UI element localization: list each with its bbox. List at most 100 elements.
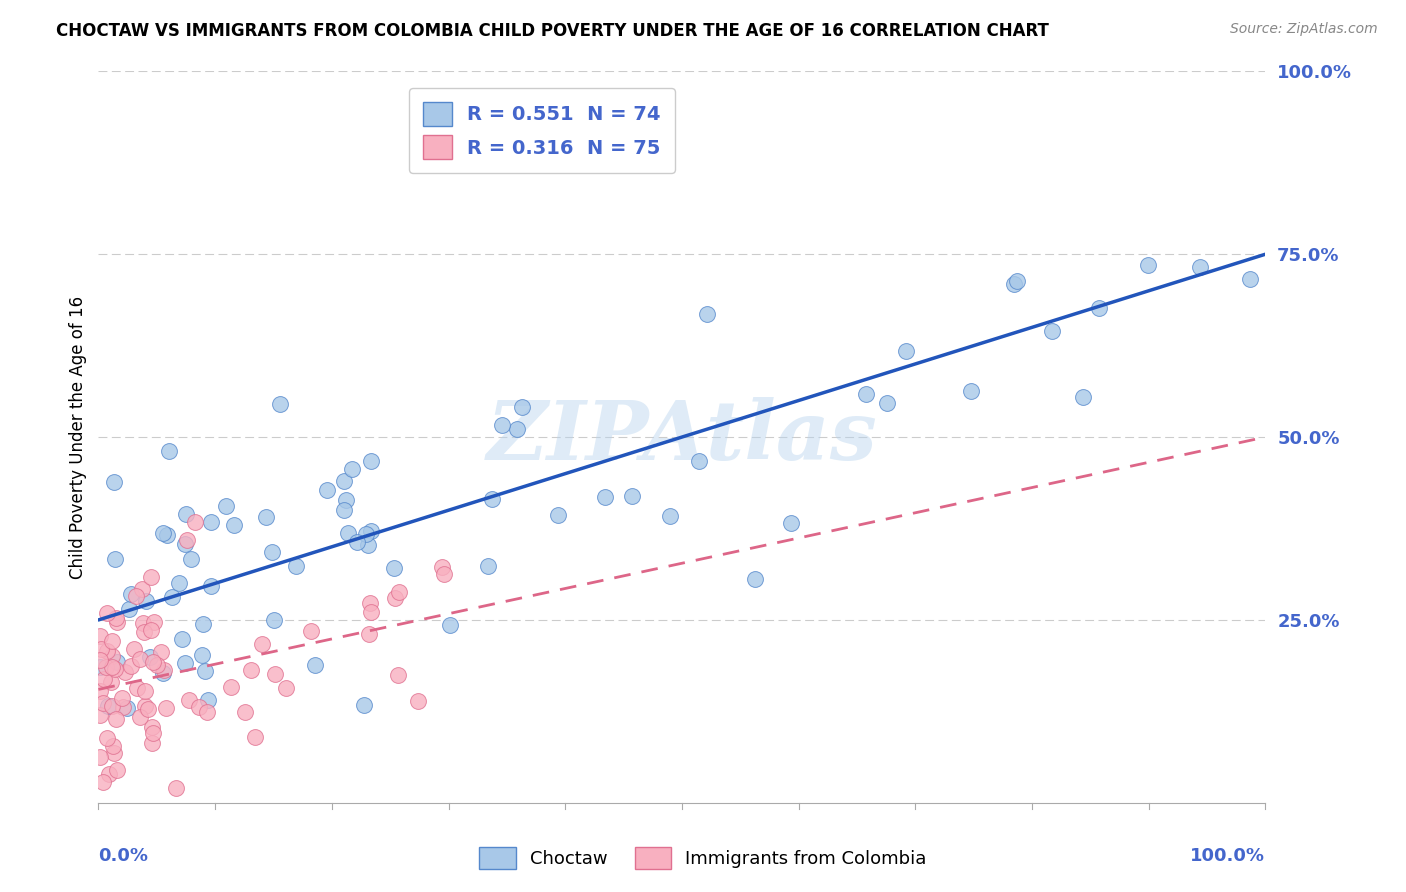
Point bbox=[103, 739, 125, 753]
Point bbox=[269, 397, 291, 411]
Point bbox=[156, 528, 179, 542]
Text: Source: ZipAtlas.com: Source: ZipAtlas.com bbox=[1230, 22, 1378, 37]
Point bbox=[103, 746, 125, 760]
Point bbox=[101, 698, 124, 713]
Point bbox=[105, 615, 128, 629]
Point bbox=[360, 524, 382, 538]
Point bbox=[250, 637, 273, 651]
Point bbox=[1137, 258, 1160, 272]
Point bbox=[174, 507, 197, 521]
Point bbox=[263, 667, 285, 681]
Point bbox=[1040, 324, 1063, 338]
Point bbox=[125, 590, 148, 604]
Point bbox=[111, 691, 134, 706]
Point bbox=[1002, 277, 1025, 292]
Point bbox=[89, 642, 111, 657]
Point bbox=[142, 725, 165, 739]
Point bbox=[135, 594, 157, 608]
Point bbox=[357, 538, 380, 552]
Point bbox=[101, 634, 124, 648]
Point bbox=[131, 582, 153, 596]
Point bbox=[89, 629, 111, 643]
Point bbox=[93, 673, 115, 687]
Point bbox=[195, 705, 218, 719]
Point bbox=[239, 663, 262, 677]
Point bbox=[197, 693, 219, 707]
Point bbox=[263, 613, 285, 627]
Point bbox=[96, 644, 118, 658]
Point bbox=[174, 537, 197, 551]
Point bbox=[346, 534, 368, 549]
Point bbox=[105, 611, 128, 625]
Point bbox=[157, 444, 180, 458]
Point bbox=[89, 749, 111, 764]
Point bbox=[1239, 272, 1261, 286]
Point bbox=[332, 502, 354, 516]
Point bbox=[139, 570, 162, 584]
Point bbox=[118, 601, 141, 615]
Point bbox=[260, 545, 283, 559]
Point bbox=[141, 720, 163, 734]
Point bbox=[139, 624, 162, 638]
Legend: R = 0.551  N = 74, R = 0.316  N = 75: R = 0.551 N = 74, R = 0.316 N = 75 bbox=[409, 88, 675, 173]
Point bbox=[167, 576, 190, 591]
Point bbox=[183, 515, 205, 529]
Point bbox=[96, 731, 118, 745]
Point bbox=[98, 766, 121, 780]
Point bbox=[194, 664, 217, 678]
Point bbox=[134, 624, 156, 639]
Point bbox=[1189, 260, 1212, 274]
Point bbox=[688, 454, 710, 468]
Point bbox=[547, 508, 569, 522]
Text: ZIPAtlas: ZIPAtlas bbox=[486, 397, 877, 477]
Point bbox=[276, 681, 298, 695]
Point bbox=[152, 663, 174, 677]
Point bbox=[855, 386, 877, 401]
Point bbox=[104, 552, 127, 566]
Point bbox=[353, 698, 375, 713]
Point bbox=[152, 526, 174, 541]
Point bbox=[136, 702, 159, 716]
Point bbox=[481, 491, 503, 506]
Point bbox=[91, 775, 114, 789]
Point bbox=[336, 526, 359, 541]
Point bbox=[233, 705, 256, 719]
Point bbox=[222, 517, 245, 532]
Point bbox=[744, 572, 766, 586]
Point bbox=[256, 509, 278, 524]
Point bbox=[120, 586, 142, 600]
Point bbox=[876, 396, 898, 410]
Point bbox=[139, 649, 162, 664]
Point bbox=[621, 489, 644, 503]
Legend: Choctaw, Immigrants from Colombia: Choctaw, Immigrants from Colombia bbox=[472, 839, 934, 876]
Point bbox=[354, 527, 377, 541]
Point bbox=[101, 659, 124, 673]
Point bbox=[696, 307, 718, 321]
Point bbox=[111, 699, 134, 714]
Point bbox=[335, 492, 357, 507]
Point bbox=[284, 559, 307, 574]
Point bbox=[125, 681, 148, 695]
Point bbox=[89, 653, 111, 667]
Text: CHOCTAW VS IMMIGRANTS FROM COLOMBIA CHILD POVERTY UNDER THE AGE OF 16 CORRELATIO: CHOCTAW VS IMMIGRANTS FROM COLOMBIA CHIL… bbox=[56, 22, 1049, 40]
Point bbox=[960, 384, 983, 398]
Point bbox=[439, 617, 461, 632]
Point bbox=[100, 674, 122, 689]
Point bbox=[658, 508, 681, 523]
Point bbox=[243, 730, 266, 744]
Point bbox=[134, 699, 156, 714]
Point bbox=[340, 462, 363, 476]
Point bbox=[176, 533, 198, 547]
Point bbox=[593, 490, 616, 504]
Point bbox=[97, 699, 120, 714]
Point bbox=[128, 709, 150, 723]
Point bbox=[152, 665, 174, 680]
Point bbox=[187, 700, 209, 714]
Point bbox=[180, 552, 202, 566]
Point bbox=[1005, 274, 1028, 288]
Point bbox=[94, 660, 117, 674]
Point bbox=[96, 606, 118, 620]
Point bbox=[304, 658, 326, 673]
Point bbox=[142, 655, 165, 669]
Point bbox=[193, 616, 215, 631]
